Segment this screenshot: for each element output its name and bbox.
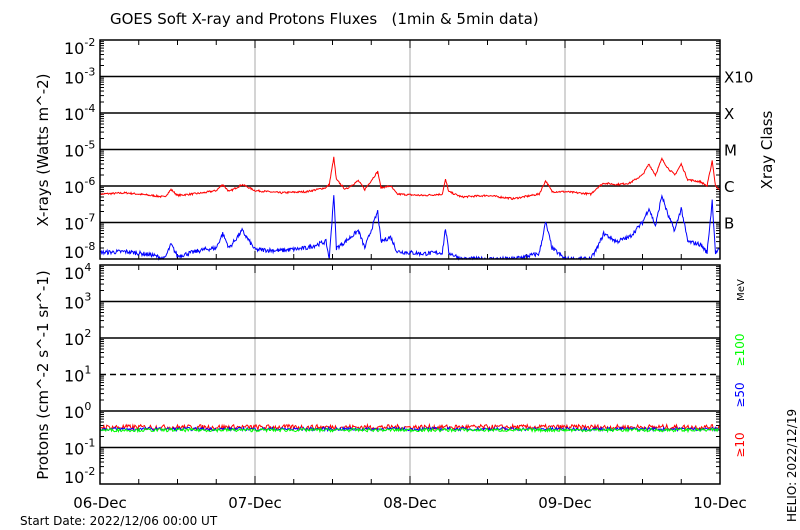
y-tick-label: 10-5 — [64, 139, 95, 161]
start-date: Start Date: 2022/12/06 00:00 UT — [20, 514, 218, 528]
legend-entry: ≥10 — [733, 432, 747, 457]
y-tick-label: 10-7 — [64, 212, 95, 234]
xray-long-series — [99, 156, 721, 201]
y-tick-label: 101 — [64, 364, 91, 386]
y-tick-label: 104 — [64, 261, 91, 283]
proton-y-axis-label: Protons (cm^-2 s^-1 sr^-1) — [34, 270, 52, 479]
y-tick-label: 102 — [64, 327, 91, 349]
legend-unit: MeV — [736, 279, 747, 301]
xray-class-label: B — [724, 215, 734, 233]
y-tick-label: 10-8 — [64, 240, 95, 262]
chart-title: GOES Soft X-ray and Protons Fluxes (1min… — [110, 10, 539, 28]
xray-class-label: C — [724, 178, 734, 196]
legend-entry: ≥50 — [733, 382, 747, 407]
y-tick-label: 10-2 — [64, 465, 95, 487]
xray-short-series — [99, 193, 721, 261]
legend-entry: ≥100 — [733, 334, 747, 367]
x-tick-label: 07-Dec — [228, 494, 282, 512]
xray-panel: 10-2 10-3 10-4 10-5 10-6 10-7 10-8 X10 X MC B Xray … — [34, 36, 776, 262]
y-tick-label: 10-3 — [64, 66, 95, 88]
y-tick-label: 100 — [64, 400, 91, 422]
y-tick-label: 10-2 — [64, 36, 95, 58]
xray-y-axis-label: X-rays (Watts m^-2) — [34, 73, 52, 226]
xray-class-label: X10 — [724, 69, 753, 87]
proton-panel: 104 103 102 101 100 10-1 10-2 Protons (cm^-2 s^… — [34, 261, 747, 512]
x-tick-label: 06-Dec — [73, 494, 127, 512]
xray-class-label: M — [724, 142, 737, 160]
xray-class-label: X — [724, 105, 734, 123]
x-tick-label: 09-Dec — [538, 494, 592, 512]
x-tick-label: 08-Dec — [383, 494, 437, 512]
helio-date: HELIO: 2022/12/19 — [785, 409, 799, 522]
y-tick-label: 10-4 — [64, 102, 95, 124]
xray-plot-frame — [99, 39, 721, 260]
proton-series-ge100 — [99, 426, 720, 434]
proton-series-ge10 — [100, 422, 720, 432]
x-tick-label: 10-Dec — [693, 494, 747, 512]
y-tick-label: 10-1 — [64, 437, 95, 459]
xray-class-axis-label: Xray Class — [758, 110, 776, 189]
y-tick-label: 10-6 — [64, 175, 95, 197]
proton-series-ge50 — [99, 425, 720, 433]
y-tick-label: 103 — [64, 291, 91, 313]
proton-plot-frame — [99, 264, 721, 485]
